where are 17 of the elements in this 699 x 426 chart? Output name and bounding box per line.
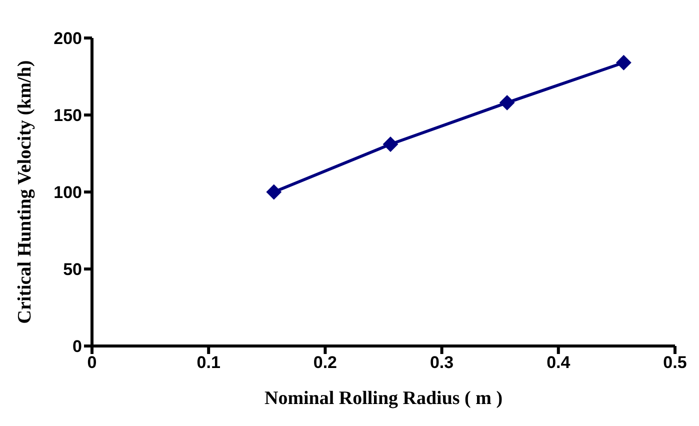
- point: [500, 95, 515, 110]
- y-tick-label: 0: [72, 337, 82, 356]
- y-tick-label: 50: [63, 260, 82, 280]
- x-tick-label: 0.1: [196, 353, 220, 372]
- y-tick-label: 150: [54, 106, 82, 126]
- x-tick-label: 0: [87, 353, 97, 372]
- point: [382, 136, 398, 152]
- point: [616, 55, 632, 70]
- x-tick-label: 0.4: [546, 353, 571, 372]
- y-axis-title: Critical Hunting Velocity (km/h): [14, 60, 36, 324]
- x-tick-label: 0.3: [430, 353, 454, 372]
- x-tick-label: 0.2: [313, 353, 338, 372]
- y-tick-label: 100: [54, 183, 82, 202]
- x-tick-label: 0.5: [663, 353, 687, 372]
- y-tick-label: 200: [54, 29, 82, 48]
- point: [266, 184, 282, 200]
- x-axis-title: Nominal Rolling Radius ( m ): [264, 388, 503, 409]
